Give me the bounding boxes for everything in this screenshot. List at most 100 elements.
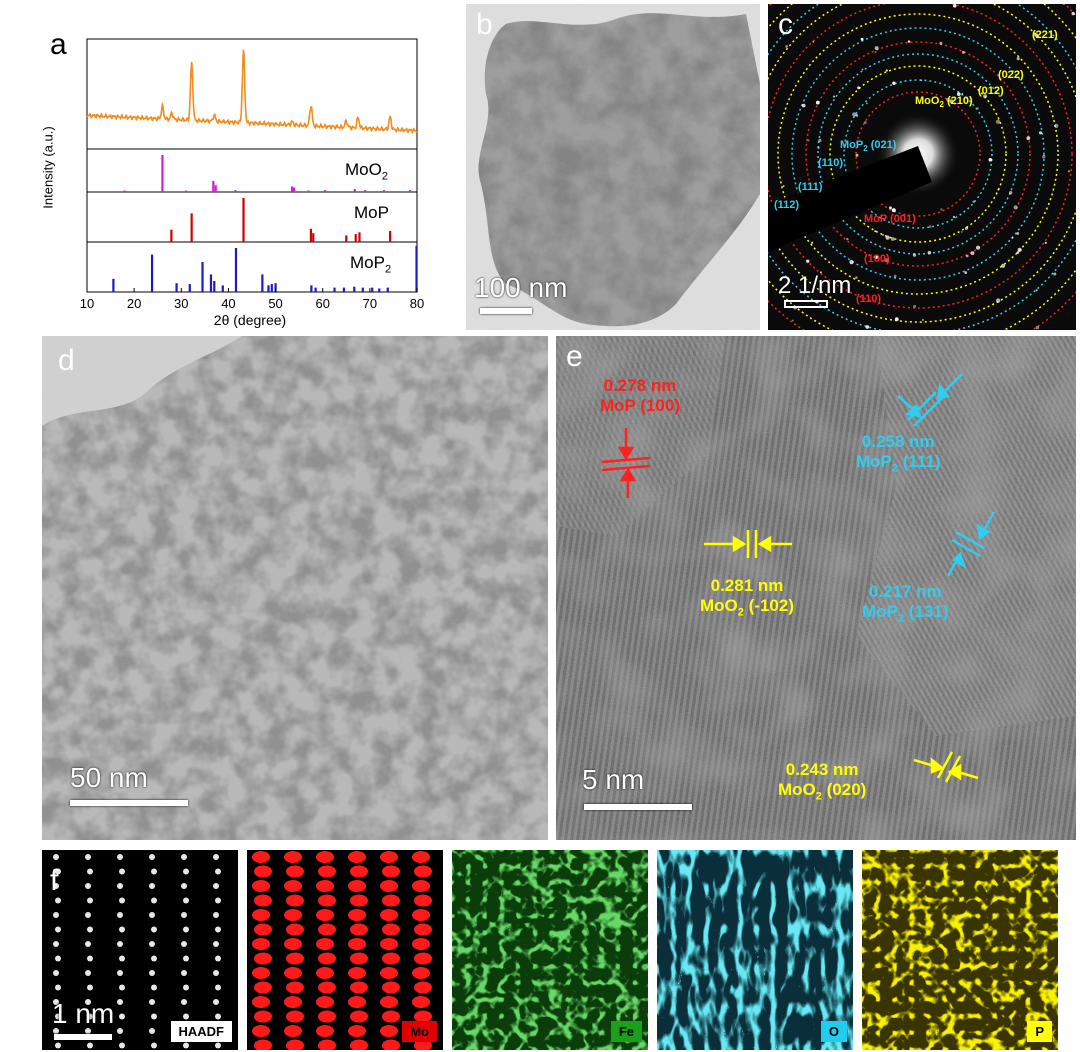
x-tick-label: 60 <box>315 296 329 311</box>
diffraction-spot <box>855 114 859 117</box>
panel-letter-e: e <box>566 340 583 373</box>
map-tag-p: P <box>1027 1021 1052 1042</box>
map-tag-o: O <box>820 1021 847 1042</box>
diffraction-spot <box>846 237 849 241</box>
diffraction-spot <box>865 102 868 105</box>
panel-letter-c: c <box>778 8 793 41</box>
scale-label-b: 100 nm <box>474 272 568 303</box>
diffraction-spot <box>884 258 889 263</box>
diffraction-ring <box>843 79 993 229</box>
eds-map-mo: Mo <box>247 850 443 1050</box>
diffraction-ring <box>777 13 1059 295</box>
diffraction-spot <box>874 254 879 259</box>
diffraction-ring <box>791 27 1045 281</box>
diffraction-spot <box>964 226 969 230</box>
diffraction-spot <box>1034 33 1038 37</box>
diffraction-spot <box>860 37 864 41</box>
diffraction-spot <box>913 304 917 308</box>
diffraction-spot <box>960 231 963 233</box>
diffraction-spot <box>907 40 911 43</box>
fringe-marker-mop2-131 <box>946 511 996 577</box>
annotation-moo2-020: 0.243 nm MoO2 (020) <box>778 760 867 802</box>
diffraction-spot <box>952 215 956 219</box>
diffraction-spot <box>1067 170 1071 173</box>
diffraction-spot <box>1013 205 1018 210</box>
diffraction-spot <box>996 298 1001 303</box>
hrtem-micrograph-e <box>556 336 1076 840</box>
diffraction-spot <box>855 276 858 279</box>
diffraction-spot <box>921 319 924 321</box>
map-tag-fe: Fe <box>610 1021 642 1042</box>
diffraction-spot <box>817 146 820 150</box>
scale-bar-e <box>584 804 692 810</box>
scale-label-e: 5 nm <box>582 764 645 795</box>
x-tick-label: 70 <box>363 296 377 311</box>
diffraction-spot <box>1054 123 1059 128</box>
map-tag-mo: Mo <box>402 1021 437 1042</box>
ring-label-moo2-210: MoO2 (210) <box>915 95 973 110</box>
diffraction-spot <box>849 260 854 265</box>
diffraction-spot <box>912 253 917 257</box>
x-tick-label: 80 <box>410 296 424 311</box>
xrd-subpanel-frame <box>86 38 418 150</box>
panel-letter-d: d <box>58 344 75 377</box>
diffraction-spot <box>939 41 943 45</box>
diffraction-spot <box>857 86 860 90</box>
diffraction-spot <box>893 274 897 278</box>
diffraction-spot <box>1071 11 1075 16</box>
x-tick-label: 40 <box>221 296 235 311</box>
annotation-mop-100: 0.278 nm MoP (100) <box>600 376 680 415</box>
y-axis-label: Intensity (a.u.) <box>40 126 56 209</box>
diffraction-spot <box>964 271 968 274</box>
eds-map-p: P <box>862 850 1058 1050</box>
panel-d-tem-image: d 50 nm <box>42 336 548 840</box>
diffraction-spot <box>1042 155 1046 159</box>
diffraction-spot <box>956 92 961 96</box>
diffraction-spot <box>927 250 932 255</box>
diffraction-spot <box>806 259 810 263</box>
diffraction-spot <box>995 119 1001 125</box>
diffraction-spot <box>892 81 896 85</box>
scale-label-f: 1 nm <box>52 998 115 1029</box>
diffraction-spot <box>812 41 815 43</box>
diffraction-spot <box>815 100 820 105</box>
x-tick-label: 30 <box>174 296 188 311</box>
diffraction-spot <box>940 208 943 211</box>
diffraction-spot <box>782 185 785 188</box>
tem-micrograph-b <box>466 4 760 330</box>
x-tick-label: 10 <box>80 296 94 311</box>
ring-label-100: (100) <box>864 253 890 265</box>
fringe-marker-mop2-111 <box>897 373 963 427</box>
diffraction-spot <box>997 188 1000 191</box>
diffraction-spot <box>929 225 932 228</box>
ref-label-moo2: MoO2 <box>345 160 388 183</box>
diffraction-spot <box>785 45 788 48</box>
diffraction-spot <box>818 138 822 142</box>
diffraction-spot <box>861 68 864 71</box>
xrd-chart: 10 20 30 40 50 60 70 80 <box>80 38 424 311</box>
diffraction-spot <box>855 153 859 157</box>
diffraction-spot <box>791 319 794 322</box>
ring-label-221: (221) <box>1032 29 1058 41</box>
diffraction-spot <box>888 206 892 210</box>
diffraction-spot <box>970 251 975 256</box>
diffraction-spot <box>1009 191 1013 195</box>
diffraction-ring <box>768 4 1073 309</box>
panel-a: a 10 20 30 40 50 60 70 80 Intensity (a.u.) 2θ (… <box>0 0 440 336</box>
ref-label-mop: MoP <box>354 203 389 222</box>
diffraction-spot <box>1035 289 1038 292</box>
scale-bar-b <box>480 308 532 314</box>
diffraction-spot <box>961 92 964 95</box>
diffraction-spot <box>949 99 954 104</box>
x-tick-label: 50 <box>268 296 282 311</box>
tem-micrograph-d <box>42 336 548 840</box>
ring-label-111: (111) <box>798 181 823 193</box>
diffraction-spot <box>820 271 822 274</box>
diffraction-spot <box>1044 241 1047 244</box>
diffraction-spot <box>807 139 810 142</box>
panel-letter-f: f <box>50 864 59 897</box>
diffraction-spot <box>874 230 877 233</box>
diffraction-spot <box>983 94 988 99</box>
diffraction-spot <box>1062 4 1066 5</box>
